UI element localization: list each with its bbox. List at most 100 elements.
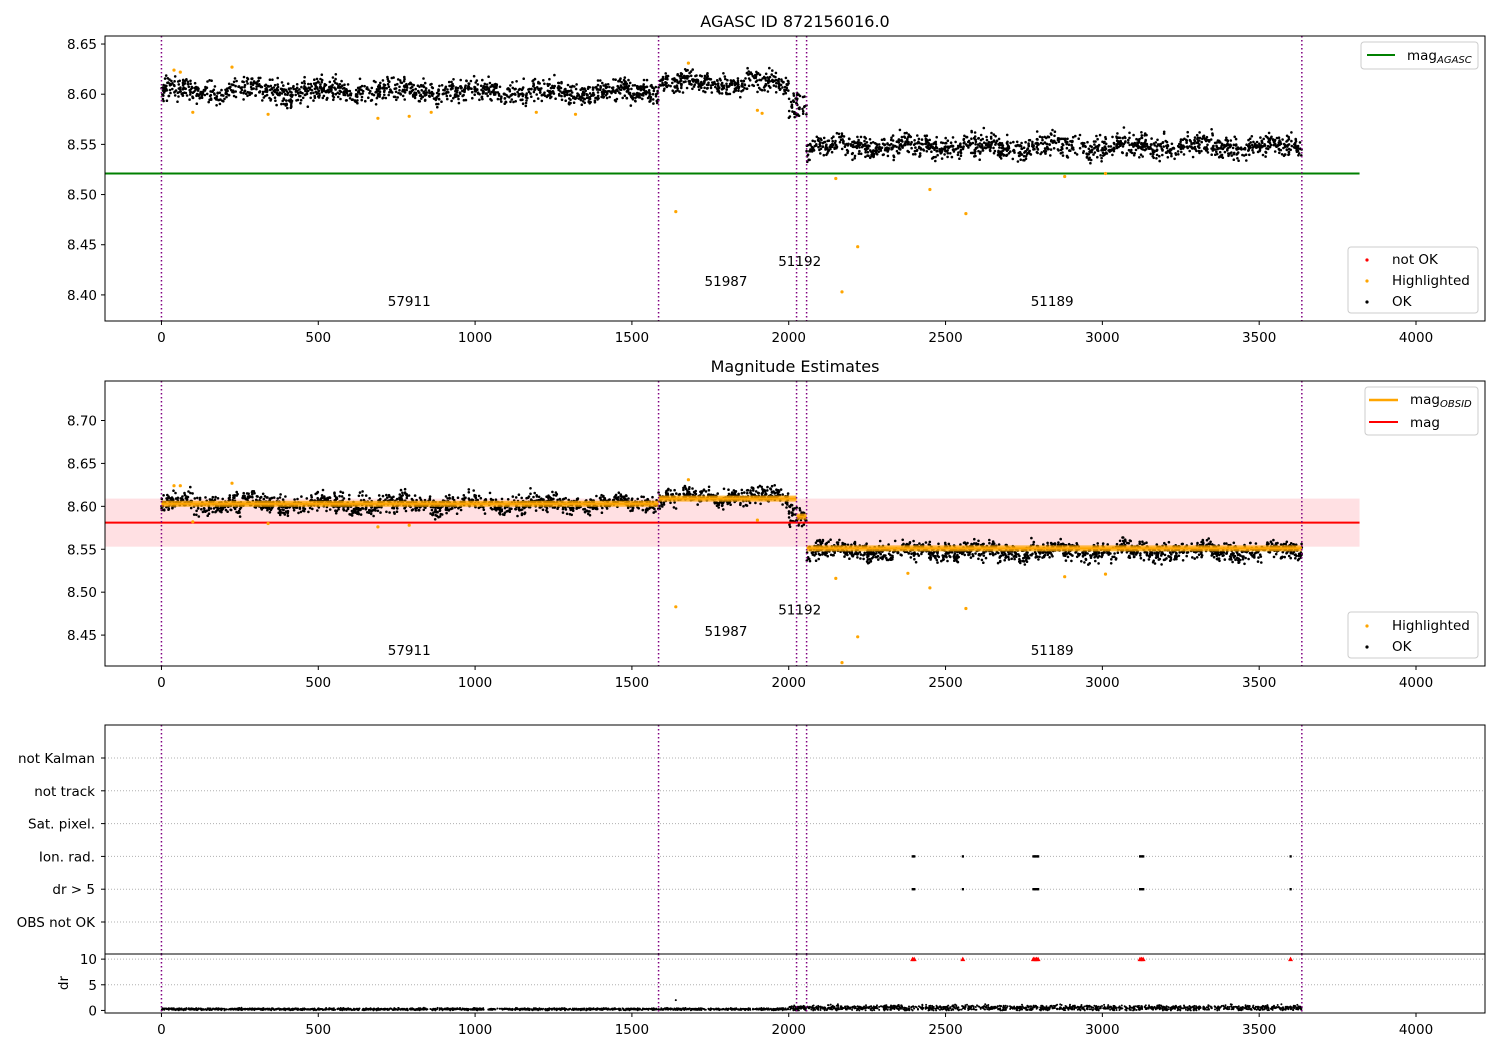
ok-point — [195, 102, 199, 105]
ok-point — [345, 99, 349, 102]
ok-point — [239, 86, 242, 90]
ok-point — [183, 82, 187, 85]
ok-point — [331, 83, 334, 87]
ok-point — [906, 143, 910, 146]
ok-point — [388, 495, 391, 498]
ok-point — [669, 84, 672, 88]
highlighted-point — [834, 176, 838, 181]
ok-point — [790, 514, 794, 517]
ok-point — [1197, 145, 1200, 149]
ok-point — [283, 512, 286, 515]
ok-point — [246, 496, 250, 500]
ok-point — [529, 492, 532, 496]
ok-point — [315, 85, 318, 89]
ok-point — [784, 76, 788, 80]
ok-point — [361, 494, 364, 497]
ok-point — [418, 496, 422, 500]
ok-point — [935, 135, 938, 139]
highlighted-point — [230, 65, 234, 69]
ok-point — [167, 508, 170, 512]
ok-point — [504, 100, 508, 104]
ok-point — [1182, 153, 1186, 156]
ok-point — [549, 86, 553, 90]
ok-point — [775, 81, 778, 85]
ok-point — [644, 510, 648, 514]
ok-point — [974, 143, 977, 146]
ok-point — [1161, 153, 1164, 157]
ok-point — [246, 82, 249, 85]
ok-point — [404, 84, 407, 87]
ok-point — [275, 103, 278, 107]
ok-point — [588, 513, 592, 517]
ok-point — [250, 491, 254, 494]
ok-point — [348, 93, 352, 96]
ok-point — [811, 139, 814, 143]
ok-point — [423, 94, 427, 97]
ok-point — [252, 87, 255, 90]
ok-point — [509, 84, 512, 87]
ok-point — [989, 146, 992, 149]
ok-point — [1200, 149, 1203, 153]
ok-point — [289, 103, 293, 107]
ok-point — [227, 82, 231, 86]
ok-point — [781, 503, 784, 506]
ok-point — [216, 497, 220, 500]
ok-point — [315, 491, 319, 495]
ok-point — [181, 81, 185, 85]
ok-point — [627, 78, 630, 82]
ok-point — [1227, 154, 1230, 158]
ok-point — [1133, 152, 1136, 155]
ok-point — [560, 80, 563, 84]
ok-point — [288, 90, 292, 93]
ok-point — [743, 86, 746, 90]
ok-point — [733, 90, 736, 93]
ok-point — [328, 508, 332, 511]
ok-point — [801, 112, 805, 115]
ok-point — [1142, 142, 1146, 145]
ok-point — [640, 93, 643, 96]
ok-point — [188, 93, 192, 96]
ok-point — [429, 83, 432, 86]
ok-point — [678, 90, 681, 93]
ok-point — [723, 75, 727, 78]
ok-point — [1248, 142, 1251, 146]
ok-point — [747, 84, 751, 88]
ok-point — [671, 89, 674, 92]
ok-point — [572, 507, 575, 510]
ok-point — [512, 100, 515, 104]
ok-point — [1186, 135, 1190, 138]
ok-point — [445, 94, 449, 98]
ok-point — [211, 510, 214, 514]
ok-point — [1195, 141, 1199, 145]
ok-point — [568, 512, 572, 516]
ok-point — [487, 75, 490, 78]
ok-point — [211, 90, 214, 93]
ok-point — [300, 81, 304, 85]
ok-point — [162, 87, 166, 90]
ok-point — [520, 496, 523, 500]
ok-point — [440, 100, 443, 103]
ok-point — [179, 86, 182, 89]
ok-point — [664, 491, 668, 494]
y-tick-label: 8.50 — [67, 188, 97, 204]
ok-point — [1024, 150, 1028, 153]
ok-point — [463, 90, 466, 94]
ok-point — [361, 92, 364, 95]
ok-point — [606, 83, 610, 86]
ok-point — [619, 77, 622, 80]
ok-point — [681, 76, 684, 79]
ok-point — [476, 88, 479, 91]
ok-point — [661, 81, 664, 85]
ok-point — [604, 83, 608, 86]
ok-point — [854, 141, 857, 145]
ok-point — [215, 104, 218, 107]
ok-point — [261, 492, 265, 496]
ok-point — [1088, 150, 1091, 154]
ok-point — [372, 93, 376, 97]
ok-point — [321, 96, 325, 100]
ok-point — [629, 509, 632, 513]
ok-point — [328, 80, 332, 84]
ok-point — [811, 146, 815, 150]
ok-point — [548, 83, 551, 86]
ok-point — [296, 98, 300, 102]
